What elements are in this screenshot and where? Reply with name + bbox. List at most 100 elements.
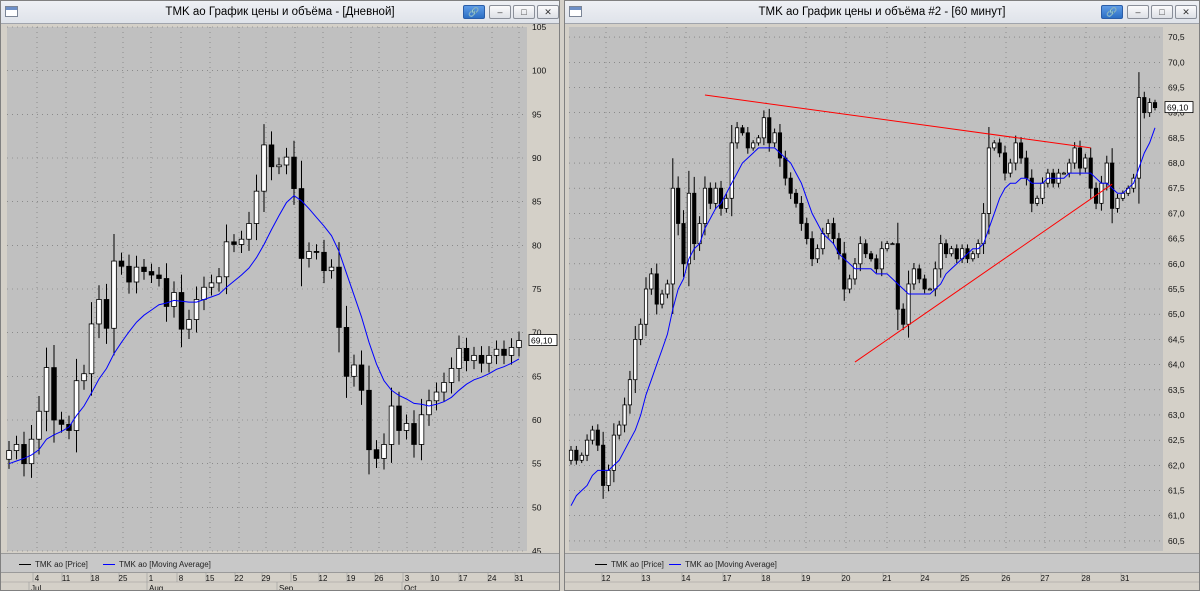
candle-body	[471, 354, 477, 362]
candle-body	[595, 429, 600, 446]
window-icon[interactable]	[569, 6, 582, 17]
candle-body	[478, 354, 485, 364]
candle-body	[718, 187, 724, 209]
candle-body	[879, 248, 884, 270]
close-button[interactable]: ✕	[1175, 5, 1197, 19]
candle-body	[568, 449, 574, 461]
legend-item-price: TMK ao [Price]	[595, 560, 664, 569]
candle-body	[767, 117, 772, 144]
candle-body	[178, 292, 185, 330]
y-tick-label: 64,5	[1168, 334, 1185, 344]
candle-body	[81, 373, 87, 382]
x-month-label: Oct	[404, 584, 417, 591]
candle-body	[118, 260, 125, 267]
candle-body	[938, 243, 943, 270]
candle-body	[276, 164, 282, 168]
candle-body	[649, 273, 654, 290]
x-day-label: 29	[262, 574, 271, 583]
candle-body	[702, 187, 708, 224]
y-tick-label: 61,5	[1168, 486, 1185, 496]
candle-body	[291, 156, 297, 189]
x-day-label: 10	[431, 574, 440, 583]
y-tick-label: 70,0	[1168, 57, 1185, 67]
candle-body	[1040, 182, 1045, 199]
x-day-label: 1	[149, 574, 154, 583]
x-day-label: 22	[235, 574, 244, 583]
x-month-label: Sep	[279, 584, 294, 591]
chart-legend: TMK ao [Price] TMK ao [Moving Average]	[1, 553, 559, 572]
candle-body	[261, 144, 267, 192]
candle-body	[343, 327, 350, 377]
maximize-button[interactable]: □	[1151, 5, 1173, 19]
y-tick-label: 63,0	[1168, 410, 1185, 420]
candle-body	[1018, 142, 1024, 159]
candle-body	[751, 142, 756, 149]
minimize-button[interactable]: –	[489, 5, 511, 19]
candle-body	[298, 188, 305, 259]
trendline	[704, 94, 1091, 149]
time-axis: 12 13 14 17 18 19 20 21 24 25 26 27 28 31	[565, 572, 1199, 590]
candle-body	[906, 283, 911, 325]
candle-body	[283, 156, 290, 166]
y-tick-label: 65,5	[1168, 284, 1185, 294]
price-chart-pane[interactable]: 105 100 95 90 85 80 75 70 65 60 55 50 45 69,10	[1, 24, 559, 553]
candle-body	[660, 293, 665, 305]
candle-body	[193, 299, 200, 320]
candle-body	[708, 187, 713, 204]
close-button[interactable]: ✕	[537, 5, 559, 19]
candle-body	[156, 274, 162, 279]
y-tick-label: 60	[532, 415, 542, 425]
y-tick-label: 90	[532, 153, 542, 163]
x-day-label: 15	[206, 574, 215, 583]
candle-body	[186, 319, 192, 330]
candle-body	[820, 233, 825, 250]
candle-body	[1099, 182, 1104, 204]
legend-swatch-price	[595, 564, 607, 566]
candle-body	[201, 286, 207, 300]
candle-body	[756, 137, 761, 144]
window-icon[interactable]	[5, 6, 18, 17]
y-tick-label: 70	[532, 328, 542, 338]
candle-body	[1152, 102, 1158, 109]
candle-body	[826, 223, 831, 234]
maximize-button[interactable]: □	[513, 5, 535, 19]
x-month-label: Aug	[149, 584, 163, 591]
window-title: TMK ао График цены и объёма - [Дневной]	[165, 6, 395, 18]
hourly-chart-window[interactable]: TMK ао График цены и объёма #2 - [60 мин…	[564, 0, 1200, 591]
candle-body	[411, 423, 417, 445]
daily-chart-window[interactable]: TMK ао График цены и объёма - [Дневной] …	[0, 0, 560, 591]
price-chart-pane[interactable]: 70,570,069,569,068,568,067,567,066,566,0…	[565, 24, 1199, 553]
candle-body	[141, 266, 147, 272]
x-day-label: 31	[515, 574, 524, 583]
x-day-label: 13	[642, 574, 651, 583]
candle-body	[396, 405, 402, 431]
minimize-button[interactable]: –	[1127, 5, 1149, 19]
candle-body	[6, 450, 12, 460]
candle-body	[745, 132, 750, 149]
link-icon[interactable]: 🔗	[1101, 5, 1123, 19]
x-month-label: Jul	[31, 584, 41, 591]
candle-body	[208, 282, 215, 288]
candle-body	[1083, 157, 1088, 169]
candle-body	[58, 419, 65, 425]
candle-body	[943, 243, 949, 255]
axis-background	[565, 573, 1199, 590]
link-icon[interactable]: 🔗	[463, 5, 485, 19]
candle-body	[692, 192, 697, 245]
candle-body	[126, 265, 132, 283]
candle-body	[970, 253, 975, 260]
candle-body	[922, 278, 927, 290]
x-day-label: 4	[35, 574, 40, 583]
last-price-label: 69,10	[1167, 103, 1189, 113]
title-bar[interactable]: TMK ао График цены и объёма - [Дневной] …	[1, 1, 559, 24]
x-day-label: 17	[723, 574, 732, 583]
candle-body	[73, 380, 80, 431]
y-tick-label: 100	[532, 66, 546, 76]
y-tick-label: 105	[532, 24, 546, 32]
x-day-label: 19	[347, 574, 356, 583]
chart-legend: TMK ao [Price] TMK ao [Moving Average]	[565, 553, 1199, 572]
candle-body	[933, 268, 938, 290]
title-bar[interactable]: TMK ао График цены и объёма #2 - [60 мин…	[565, 1, 1199, 24]
candle-body	[418, 414, 425, 445]
candle-body	[268, 144, 275, 168]
